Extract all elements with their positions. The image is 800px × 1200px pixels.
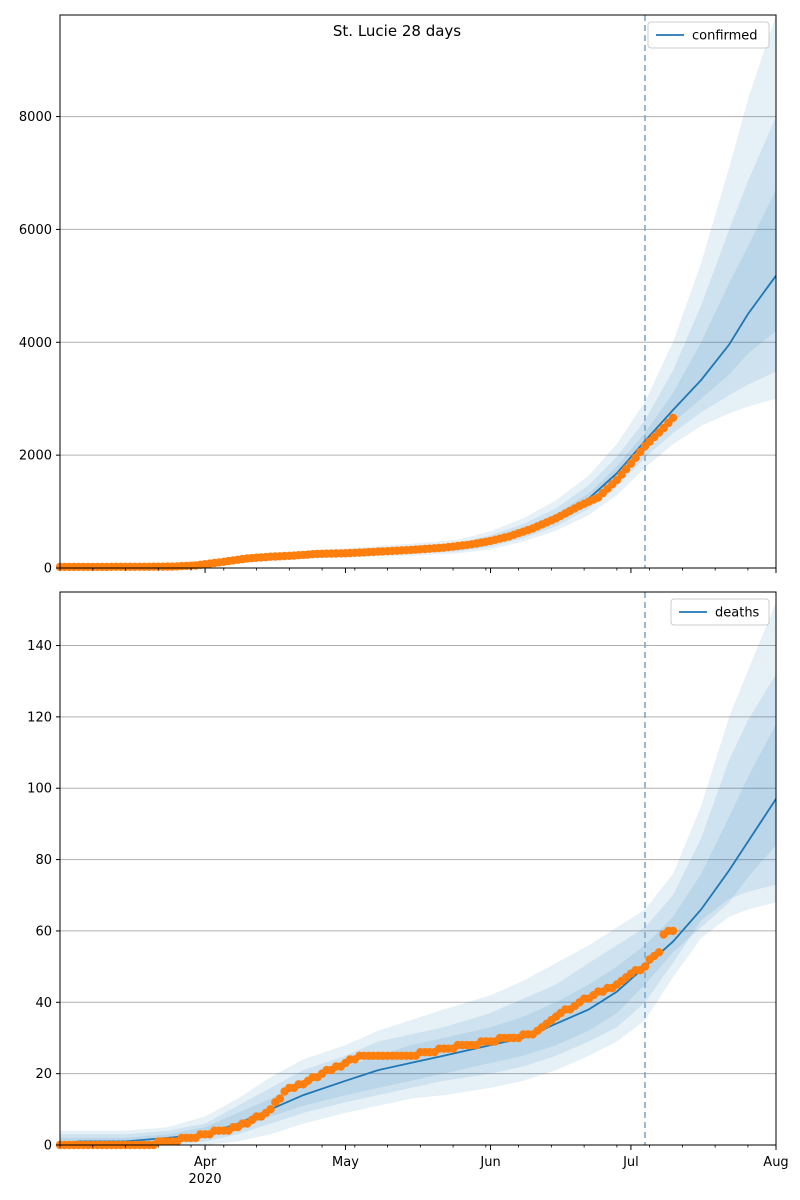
- deaths-observed-point: [654, 948, 664, 957]
- confirmed-legend: confirmed: [647, 21, 770, 49]
- deaths-ytick-label: 0: [44, 1139, 52, 1154]
- deaths-observed-point: [668, 926, 678, 936]
- confirmed-observed-point: [631, 453, 640, 462]
- confirmed-observed-point: [626, 459, 636, 468]
- deaths-ytick-label: 120: [27, 710, 52, 725]
- confirmed-ytick-label: 4000: [19, 336, 52, 351]
- deaths-ytick-label: 80: [35, 853, 52, 868]
- deaths-ytick-label: 60: [35, 924, 52, 939]
- chart-title: St. Lucie 28 days: [333, 22, 461, 40]
- deaths-xtick-sublabel: 2020: [189, 1172, 222, 1187]
- deaths-band-middle: [60, 674, 776, 1145]
- confirmed-ytick-label: 2000: [19, 449, 52, 464]
- deaths-ytick-label: 20: [35, 1067, 52, 1082]
- deaths-xtick-label: Jul: [622, 1155, 639, 1170]
- deaths-xtick-label: May: [332, 1155, 359, 1170]
- confirmed-observed-point: [622, 464, 631, 474]
- deaths-xtick-label: Jun: [479, 1155, 500, 1170]
- deaths-legend: deaths: [670, 598, 770, 626]
- confirmed-observed-point: [668, 413, 678, 423]
- confirmed-ytick-label: 6000: [19, 223, 52, 238]
- deaths-ytick-label: 140: [27, 639, 52, 654]
- confirmed-ytick-label: 8000: [19, 110, 52, 125]
- confirmed-axes: [59, 14, 777, 569]
- deaths-grid: [60, 645, 776, 1075]
- confirmed-ticks: 0 2000 4000 6000 8000: [19, 110, 777, 577]
- confirmed-observed-points: [55, 413, 678, 572]
- deaths-legend-label: deaths: [715, 606, 760, 621]
- deaths-axes-frame: [59, 591, 777, 1146]
- confirmed-observed-point: [636, 447, 645, 457]
- confirmed-ytick-label: 0: [44, 562, 52, 577]
- confirmed-legend-box: [647, 21, 770, 49]
- confirmed-grid: [60, 116, 776, 456]
- confirmed-observed-point: [612, 475, 622, 485]
- deaths-xtick-label: Apr: [194, 1155, 217, 1170]
- deaths-legend-box: [670, 598, 770, 626]
- deaths-observed-points: [55, 926, 678, 1150]
- deaths-ytick-label: 40: [35, 996, 52, 1011]
- confirmed-axes-frame: [59, 14, 777, 569]
- deaths-observed-point: [275, 1094, 285, 1103]
- deaths-observed-point: [266, 1105, 275, 1114]
- confirmed-legend-label: confirmed: [692, 29, 758, 44]
- deaths-ticks: 0 20 40 60 80 100 120 140 Apr 2020 May Jun Jul Aug: [27, 639, 789, 1187]
- deaths-observed-point: [640, 962, 650, 971]
- deaths-band-outer: [60, 602, 776, 1145]
- confirmed-chart: 0 2000 4000 6000 8000 confirmed: [19, 14, 777, 577]
- deaths-xtick-label: Aug: [763, 1155, 788, 1170]
- deaths-ytick-label: 100: [27, 782, 52, 797]
- deaths-chart: 0 20 40 60 80 100 120 140 Apr 2020 May Jun Jul Aug de…: [27, 591, 789, 1187]
- deaths-axes: [59, 591, 777, 1146]
